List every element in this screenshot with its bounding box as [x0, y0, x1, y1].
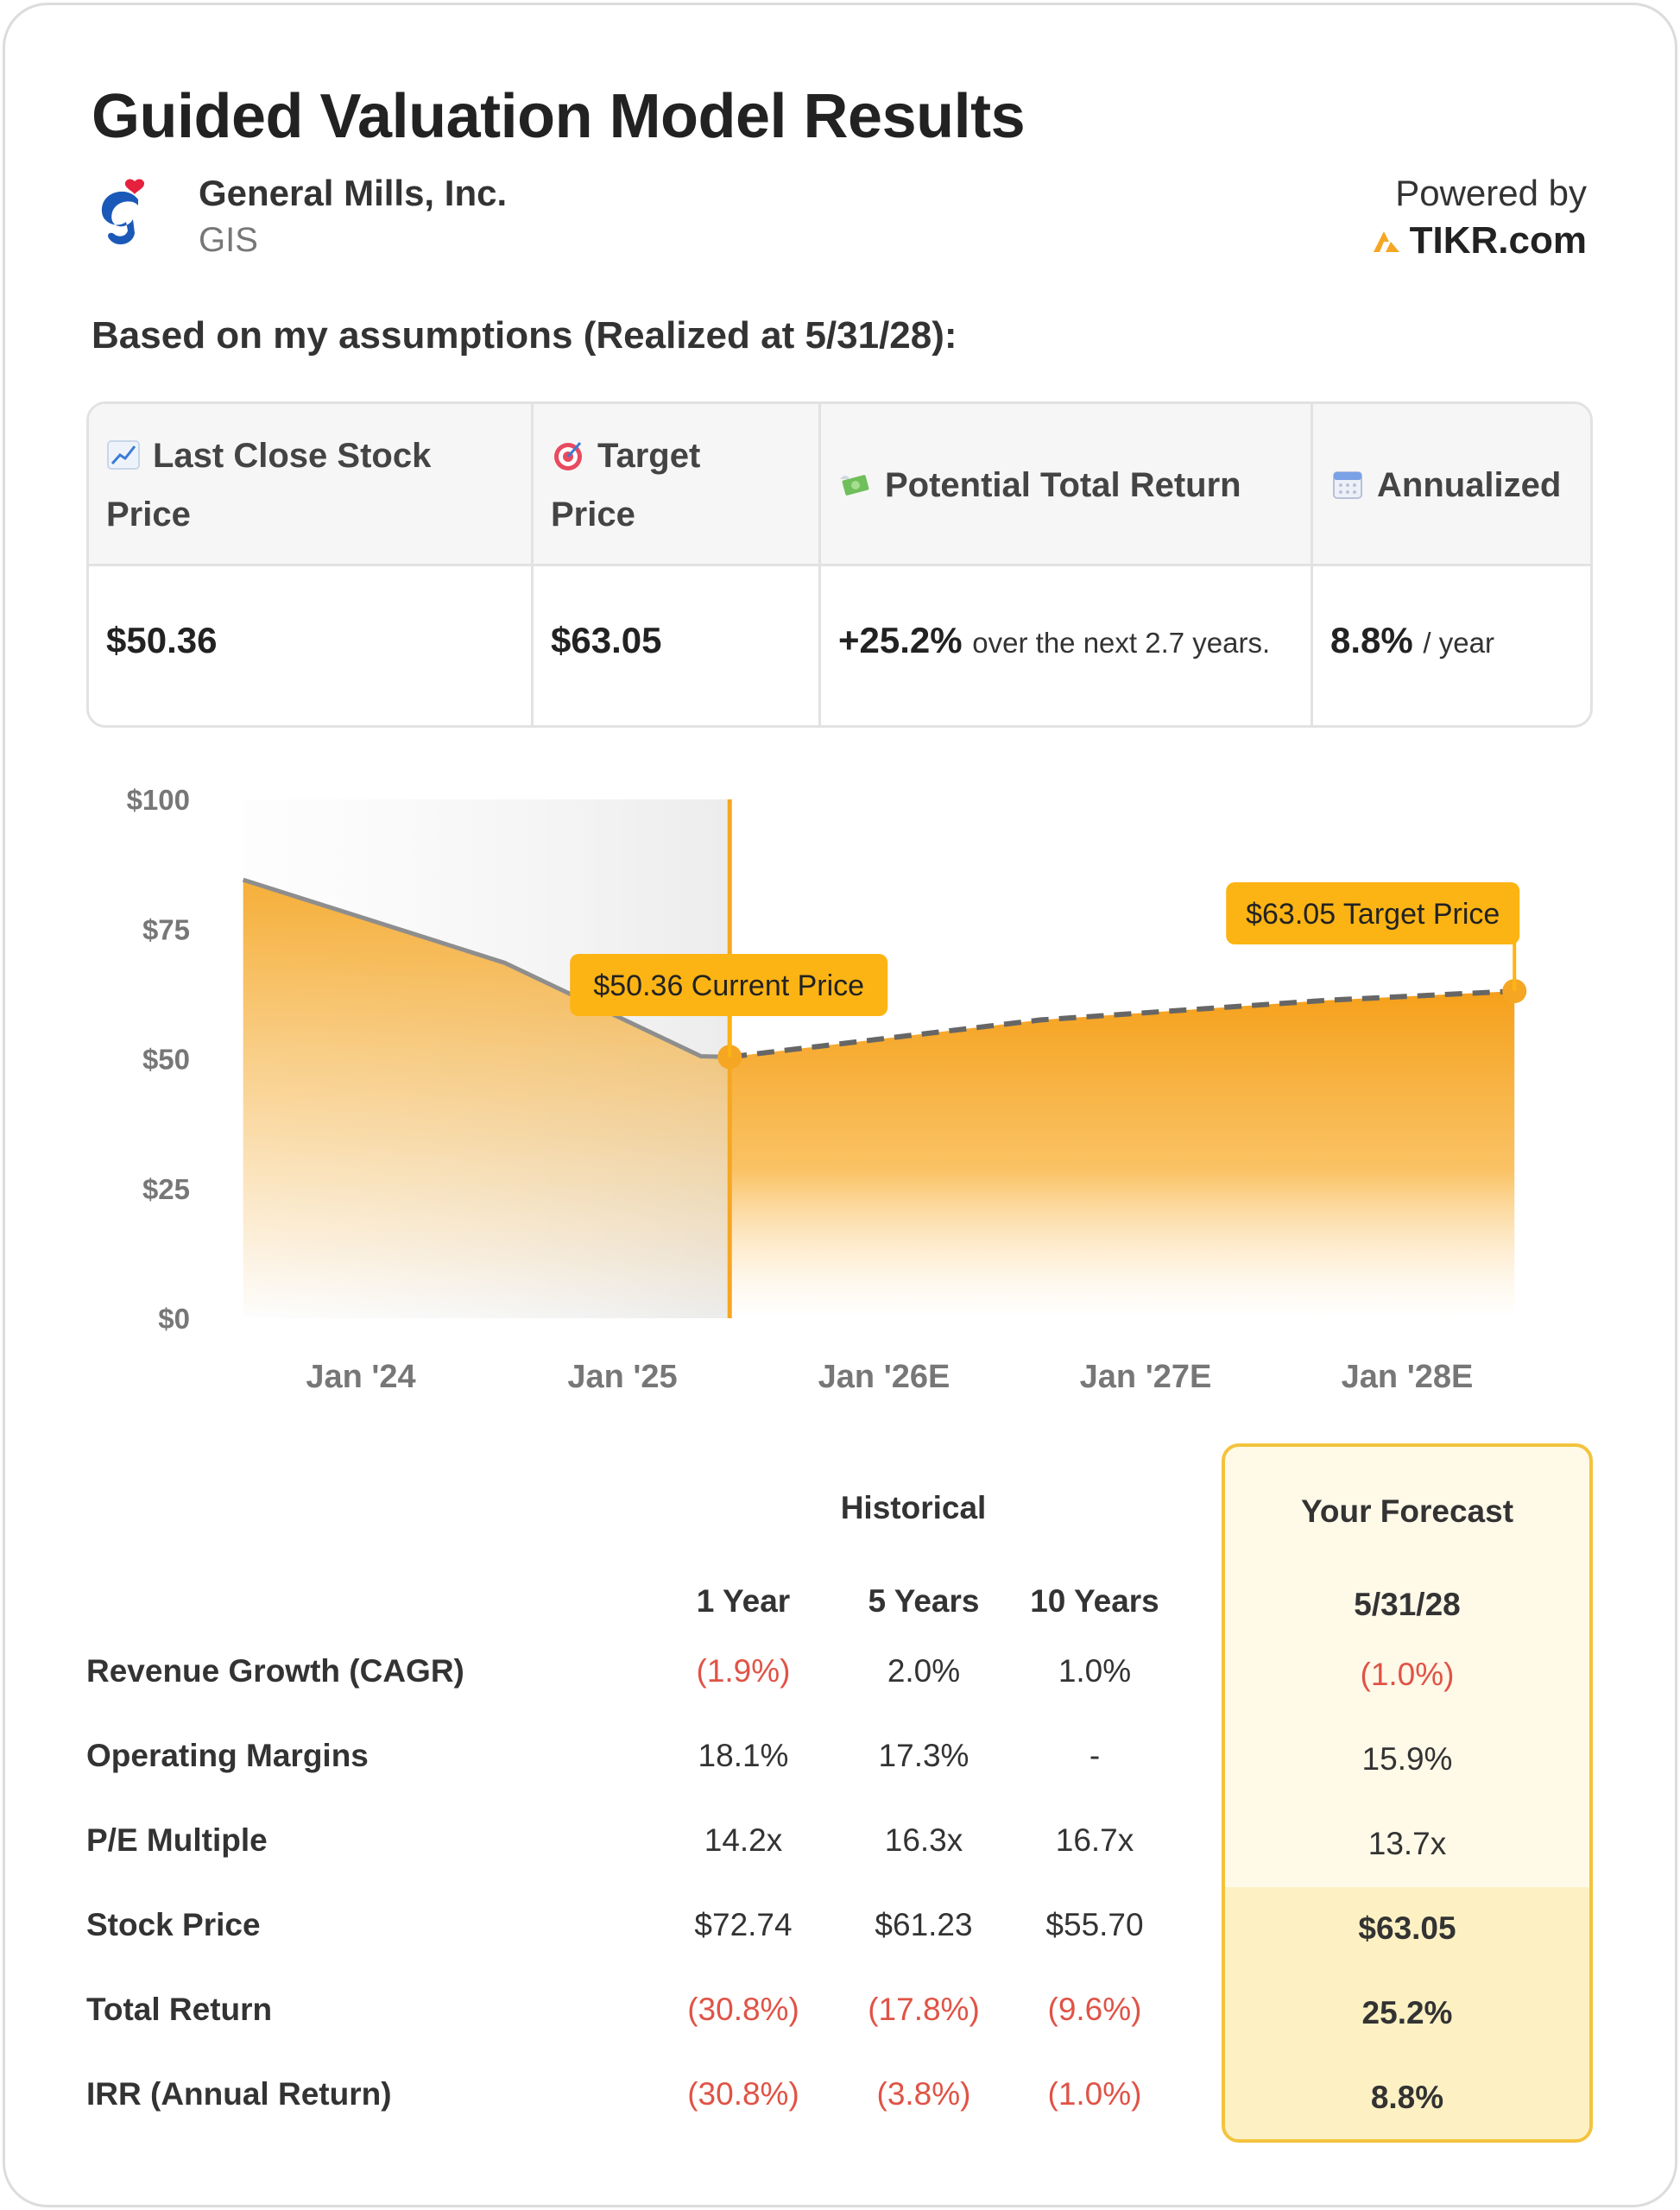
row-label: Operating Margins: [86, 1738, 369, 1773]
forecast-cell: 25.2%: [1361, 1995, 1453, 2030]
x-tick-label: Jan '28E: [1342, 1359, 1474, 1395]
column-5-years: 5 Years: [868, 1583, 980, 1619]
forecast-price-line: [729, 988, 1515, 1060]
table-cell: $61.23: [875, 1907, 973, 1942]
forecast-cell: $63.05: [1358, 1910, 1456, 1946]
forecast-header: Your Forecast: [1300, 1493, 1514, 1529]
table-cell: 14.2x: [704, 1822, 783, 1858]
tikr-brand[interactable]: TIKR.com: [1372, 219, 1587, 262]
table-cell: 17.3%: [878, 1738, 969, 1773]
money-with-wings-icon: [840, 475, 869, 496]
last-close-label: Last Close Stock Price: [106, 437, 432, 534]
current-price-label: $50.36 Current Price: [593, 969, 864, 1002]
table-cell: 16.7x: [1055, 1822, 1134, 1858]
company-ticker: GIS: [199, 221, 258, 259]
table-cell: (1.0%): [1047, 2076, 1142, 2112]
tikr-brand-text: TIKR.com: [1409, 219, 1587, 262]
company-name: General Mills, Inc.: [199, 173, 508, 213]
potential-return-label: Potential Total Return: [838, 456, 1241, 515]
y-tick-label: $50: [142, 1044, 190, 1076]
forecast-panel-highlight: [1225, 1887, 1589, 2139]
forecast-cell: 8.8%: [1370, 2080, 1444, 2115]
forecast-cell: 13.7x: [1367, 1826, 1447, 1861]
summary-col-last-close: Last Close Stock Price $50.36: [89, 404, 531, 725]
current-price-label-box: [570, 954, 888, 1016]
target-price-label-box: [1226, 882, 1520, 944]
target-price-label: Target Price: [551, 437, 701, 534]
summary-col-potential-return: Potential Total Return +25.2% over the n…: [818, 404, 1311, 725]
y-tick-label: $75: [142, 913, 190, 945]
table-cell: (3.8%): [876, 2076, 971, 2112]
row-label: P/E Multiple: [86, 1822, 268, 1858]
tikr-logo-icon: [1373, 231, 1399, 252]
annualized-value: 8.8% / year: [1330, 620, 1494, 660]
potential-return-value: +25.2% over the next 2.7 years.: [838, 620, 1271, 660]
column-forecast-date: 5/31/28: [1354, 1587, 1461, 1622]
y-tick-label: $0: [158, 1303, 190, 1335]
general-mills-g-logo: [101, 179, 145, 245]
x-tick-label: Jan '24: [306, 1359, 415, 1395]
table-cell: 16.3x: [884, 1822, 963, 1858]
table-cell: $55.70: [1045, 1907, 1144, 1942]
y-tick-label: $100: [127, 784, 190, 816]
table-cell: (30.8%): [687, 2076, 799, 2112]
target-icon: [554, 442, 582, 470]
column-10-years: 10 Years: [1030, 1583, 1159, 1619]
chart-increasing-icon: [107, 440, 140, 470]
table-cell: (9.6%): [1047, 1992, 1142, 2027]
page-title: Guided Valuation Model Results: [92, 82, 1026, 151]
row-label: IRR (Annual Return): [86, 2076, 392, 2112]
forecast-area: [729, 991, 1515, 1318]
last-close-value: $50.36: [106, 620, 218, 660]
assumptions-heading: Based on my assumptions (Realized at 5/3…: [92, 314, 957, 357]
table-cell: (1.9%): [696, 1653, 791, 1689]
forecast-panel: [1222, 1443, 1593, 2143]
x-tick-label: Jan '27E: [1080, 1359, 1212, 1395]
forecast-cell: (1.0%): [1360, 1657, 1455, 1692]
powered-by-label: Powered by: [1395, 173, 1587, 213]
table-cell: $72.74: [694, 1907, 793, 1942]
summary-table: Last Close Stock Price $50.36 Target Price…: [86, 401, 1593, 728]
table-cell: (17.8%): [868, 1992, 980, 2027]
historical-header: Historical: [840, 1490, 987, 1525]
target-price-value: $63.05: [551, 620, 662, 660]
table-cell: (30.8%): [687, 1992, 799, 2027]
summary-col-annualized: Annualized 8.8% / year: [1311, 404, 1590, 725]
summary-col-target: Target Price $63.05: [531, 404, 818, 725]
column-1-year: 1 Year: [696, 1583, 791, 1619]
annualized-label: Annualized: [1330, 456, 1561, 515]
row-label: Revenue Growth (CAGR): [86, 1653, 464, 1689]
forecast-cell: 15.9%: [1361, 1741, 1453, 1777]
x-tick-label: Jan '25: [567, 1359, 677, 1395]
price-chart: $100 $75 $50 $25 $0 Jan '24 Jan '25 Jan '26E Jan…: [127, 784, 1527, 1395]
table-cell: 1.0%: [1058, 1653, 1132, 1689]
table-cell: -: [1089, 1738, 1101, 1773]
row-label: Total Return: [86, 1992, 273, 2027]
x-tick-label: Jan '26E: [818, 1359, 951, 1395]
y-tick-label: $25: [142, 1173, 190, 1205]
table-cell: 2.0%: [887, 1653, 961, 1689]
calendar-icon: [1333, 471, 1362, 499]
row-label: Stock Price: [86, 1907, 261, 1942]
table-cell: 18.1%: [698, 1738, 789, 1773]
target-price-label: $63.05 Target Price: [1246, 898, 1500, 931]
historical-area: [243, 880, 730, 1318]
